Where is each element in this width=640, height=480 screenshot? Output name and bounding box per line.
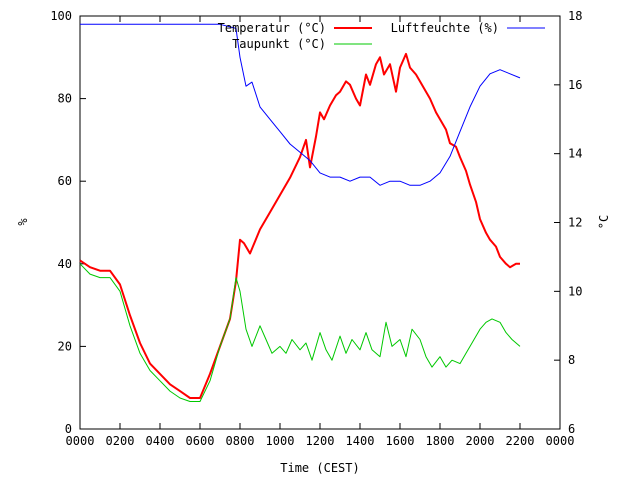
x-tick-label: 0400 — [146, 434, 175, 448]
x-tick-label: 0000 — [66, 434, 95, 448]
y-right-tick-label: 16 — [568, 78, 582, 92]
x-tick-label: 1800 — [426, 434, 455, 448]
legend-label-luftfeuchte: Luftfeuchte (%) — [391, 21, 499, 35]
y-left-tick-label: 80 — [58, 92, 72, 106]
y-right-axis-title: °C — [597, 215, 611, 229]
ticks: 0000 0200 0400 0600 0800 1000 1200 1400 1600 1800… — [50, 9, 582, 448]
y-left-tick-label: 60 — [58, 174, 72, 188]
legend-label-temperatur: Temperatur (°C) — [218, 21, 326, 35]
x-tick-label: 2200 — [506, 434, 535, 448]
y-left-tick-label: 0 — [65, 422, 72, 436]
x-tick-label: 0600 — [186, 434, 215, 448]
y-right-tick-label: 8 — [568, 353, 575, 367]
x-tick-label: 1400 — [346, 434, 375, 448]
x-axis-title: Time (CEST) — [280, 461, 359, 475]
x-tick-label: 0200 — [106, 434, 135, 448]
legend: Temperatur (°C) Luftfeuchte (%) Taupunkt… — [218, 21, 545, 51]
y-right-tick-label: 12 — [568, 216, 582, 230]
x-tick-label: 2000 — [466, 434, 495, 448]
y-left-tick-label: 20 — [58, 339, 72, 353]
y-right-tick-label: 14 — [568, 147, 582, 161]
y-right-tick-label: 18 — [568, 9, 582, 23]
y-left-axis-title: % — [16, 218, 30, 226]
x-tick-label: 1200 — [306, 434, 335, 448]
x-tick-label: 1600 — [386, 434, 415, 448]
series-line-luftfeuchte — [80, 23, 521, 186]
y-right-tick-label: 6 — [568, 422, 575, 436]
x-tick-label: 0000 — [546, 434, 575, 448]
y-left-tick-label: 100 — [50, 9, 72, 23]
x-tick-label: 0800 — [226, 434, 255, 448]
series-line-temperatur — [79, 52, 520, 399]
series-lines — [79, 23, 521, 402]
legend-label-taupunkt: Taupunkt (°C) — [232, 37, 326, 51]
series-line-taupunkt — [79, 263, 521, 402]
x-tick-label: 1000 — [266, 434, 295, 448]
y-right-tick-label: 10 — [568, 284, 582, 298]
y-left-tick-label: 40 — [58, 257, 72, 271]
